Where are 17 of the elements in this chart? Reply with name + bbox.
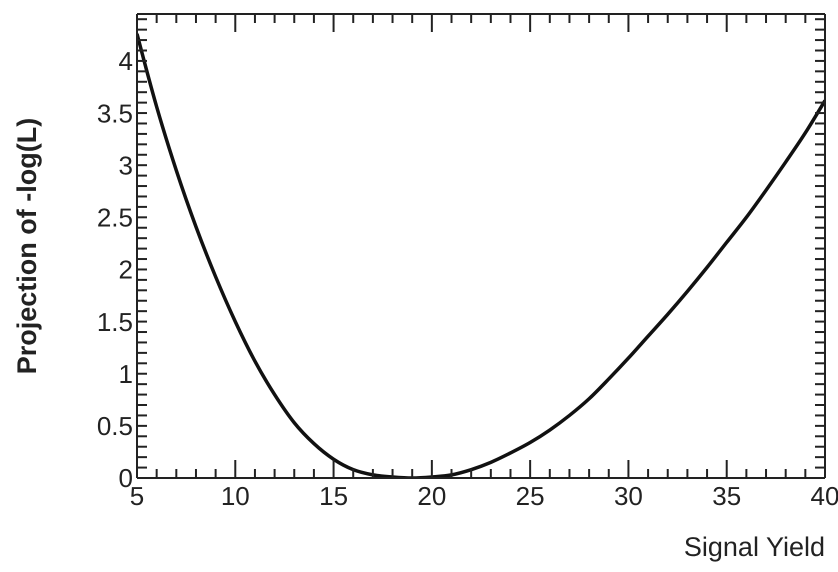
y-tick-label: 3.5	[96, 98, 133, 128]
x-tick-label: 30	[614, 481, 643, 511]
y-tick-label: 0	[118, 463, 133, 494]
y-tick-label: 2	[118, 254, 133, 285]
y-axis-title: Projection of -log(L)	[12, 118, 42, 374]
x-tick-label: 15	[319, 481, 348, 511]
x-tick-label: 25	[516, 481, 545, 511]
x-axis-title: Signal Yield	[684, 532, 825, 562]
y-tick-label: 4	[118, 46, 133, 76]
x-tick-label: 10	[220, 481, 250, 511]
y-tick-label: 2.5	[96, 202, 133, 233]
x-tick-label: 20	[417, 481, 446, 511]
y-tick-label: 3	[118, 150, 133, 180]
x-tick-label: 35	[712, 481, 742, 511]
y-tick-label: 1	[118, 358, 133, 389]
y-tick-label: 1.5	[96, 306, 133, 337]
y-tick-label: 0.5	[96, 411, 133, 442]
